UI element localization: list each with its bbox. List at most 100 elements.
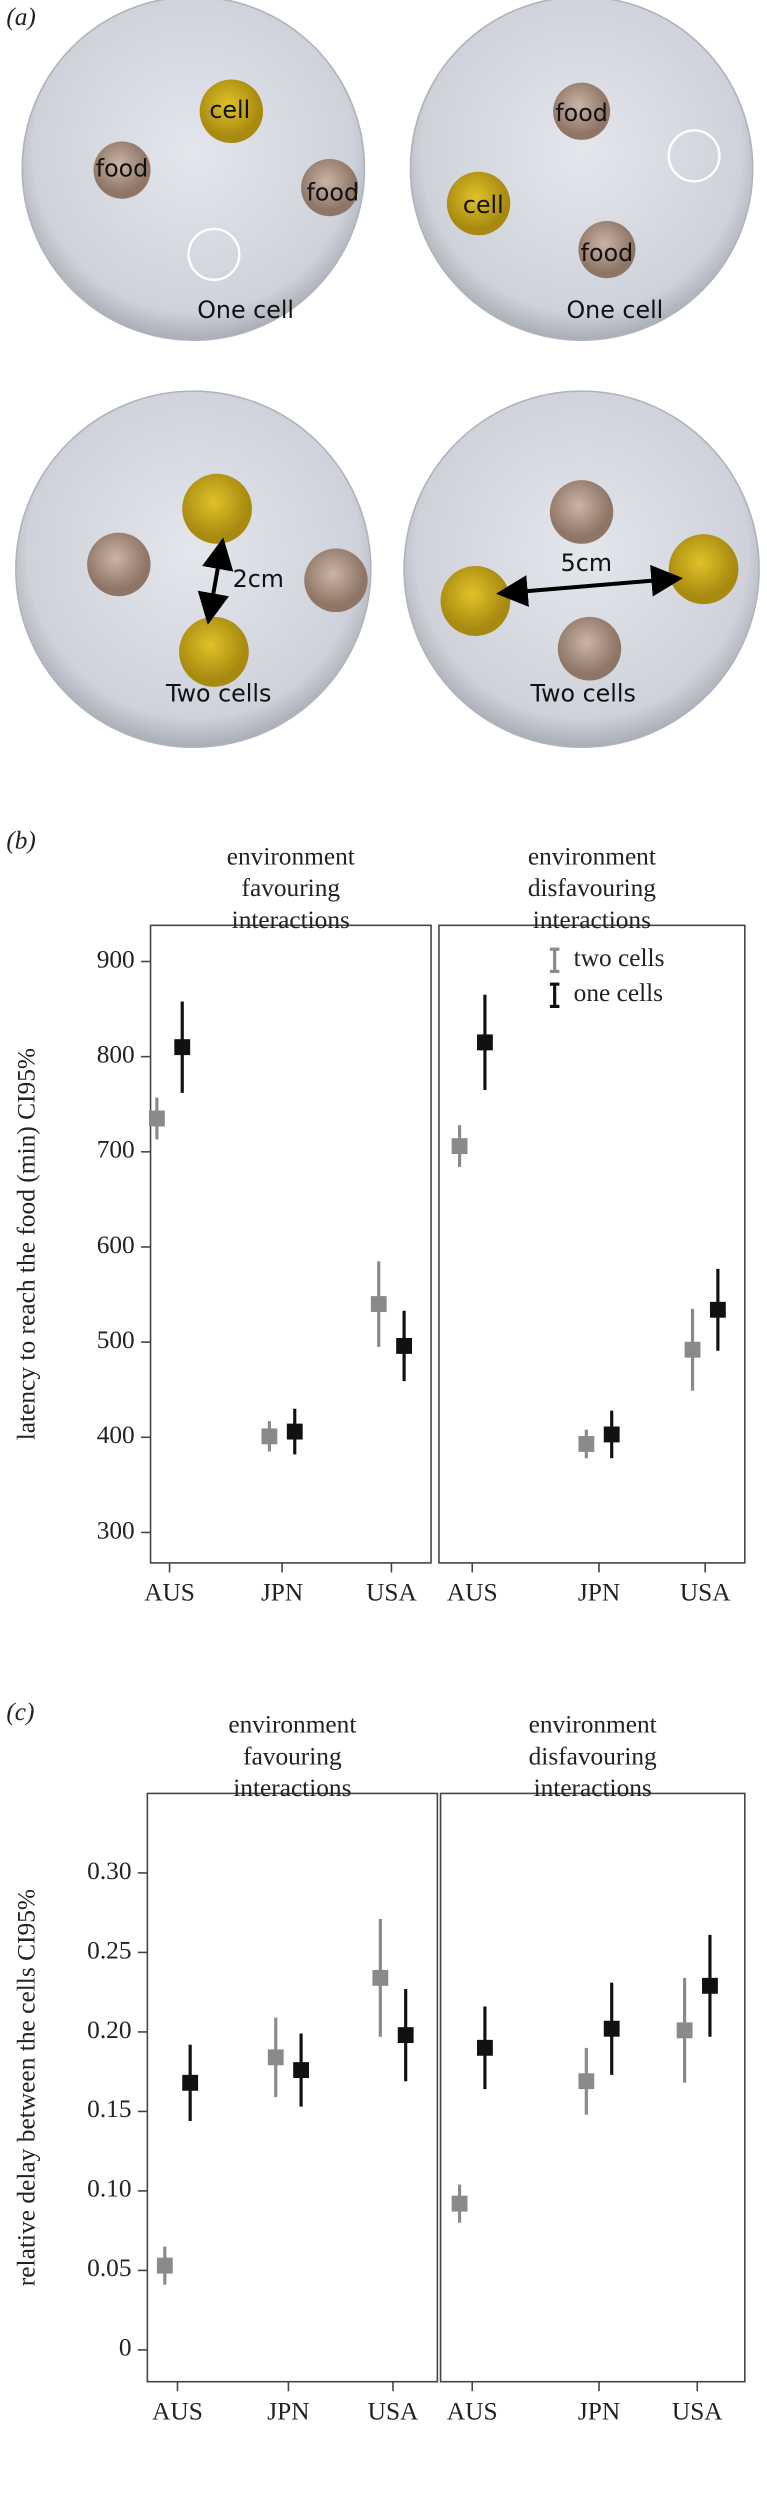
x-tick-label: USA [366,1578,417,1606]
x-tick-label: AUS [447,2397,498,2425]
point [370,1296,387,1313]
photo-panel: cell food food One cell food cell food One cell… [15,0,760,749]
y-tick-label: 600 [97,1231,135,1259]
panel-label: (a) [6,3,36,31]
panel-title: favouring [243,1742,342,1770]
point [174,1039,191,1056]
x-tick-label: JPN [267,2397,309,2425]
panel-title: interactions [232,906,350,934]
cell [199,79,264,144]
panel-title: environment [227,842,355,870]
cell [446,171,511,236]
x-tick-label: JPN [261,1578,303,1606]
food [578,220,636,279]
point [293,2062,310,2079]
point [397,2027,414,2044]
distance-arrow [496,564,683,607]
panel-label: (b) [6,826,36,854]
y-tick-label: 0.05 [87,2254,131,2282]
point [684,1341,701,1358]
food [93,141,151,199]
distance-arrow [197,537,234,625]
cell [179,616,249,687]
y-tick-label: 400 [97,1421,135,1449]
x-tick-label: AUS [447,1578,498,1606]
dish-label: cell [463,191,504,219]
y-tick-label: 900 [97,945,135,973]
panel-title: interactions [233,1774,351,1802]
point [372,1969,389,1986]
plot-frame [439,1792,746,2383]
dish-label: One cell [197,296,294,324]
x-tick-label: JPN [578,1578,620,1606]
point [451,1138,468,1155]
point [709,1301,726,1318]
y-tick-label: 0.10 [87,2175,131,2203]
point [267,2049,284,2066]
food [87,532,151,597]
panel-title: favouring [242,874,341,902]
plot-frame [149,924,432,1564]
petri-dish [409,0,754,341]
point [603,1426,620,1443]
point [182,2074,199,2091]
panel-title: disfavouring [529,1742,657,1770]
y-axis-label: relative delay between the cells CI95% [12,1889,40,2286]
point [676,2022,693,2039]
plot-frame [146,1792,439,2383]
cell [668,534,739,605]
x-tick-label: AUS [144,1578,195,1606]
point [261,1428,278,1445]
dish-label: food [96,155,149,183]
dish-label: food [581,239,634,267]
dish-label: Two cells [165,679,271,707]
point [578,2073,595,2090]
point [603,2020,620,2037]
panel-title: interactions [534,1774,652,1802]
petri-dish [21,0,366,341]
y-tick-label: 300 [97,1516,135,1544]
dish-label: One cell [566,296,663,324]
point [286,1423,303,1440]
x-tick-label: USA [672,2397,723,2425]
point [156,2257,173,2274]
dish-label: 2cm [233,565,284,593]
food [301,158,359,217]
point [396,1337,413,1354]
panel-label: (c) [6,1698,34,1726]
point [476,2039,493,2056]
panel-title: environment [529,1710,657,1738]
panel-title: environment [528,842,656,870]
y-tick-label: 800 [97,1040,135,1068]
x-tick-label: USA [368,2397,419,2425]
x-tick-label: USA [680,1578,731,1606]
panel-title: interactions [533,906,651,934]
panel-title: environment [228,1710,356,1738]
y-tick-label: 0.25 [87,1936,131,1964]
y-tick-label: 0 [119,2334,132,2362]
x-tick-label: JPN [578,2397,620,2425]
point [476,1034,493,1051]
food [304,548,368,613]
cell [440,566,511,636]
x-tick-label: AUS [152,2397,203,2425]
legend-label: two cells [574,944,665,972]
panel-title: disfavouring [528,874,656,902]
y-axis-label: latency to reach the food (min) CI95% [12,1048,40,1440]
point [148,1110,165,1127]
plot-frame [438,924,746,1564]
dish-label: cell [209,96,250,124]
food [557,616,622,681]
food [553,82,611,140]
empty-well [187,227,241,282]
empty-well [667,129,721,183]
point [702,1977,718,1994]
legend-label: one cells [574,979,663,1007]
food [549,480,614,544]
y-tick-label: 500 [97,1326,135,1354]
dish-label: food [307,178,360,206]
y-tick-label: 0.30 [87,1857,131,1885]
petri-dish [15,390,372,749]
